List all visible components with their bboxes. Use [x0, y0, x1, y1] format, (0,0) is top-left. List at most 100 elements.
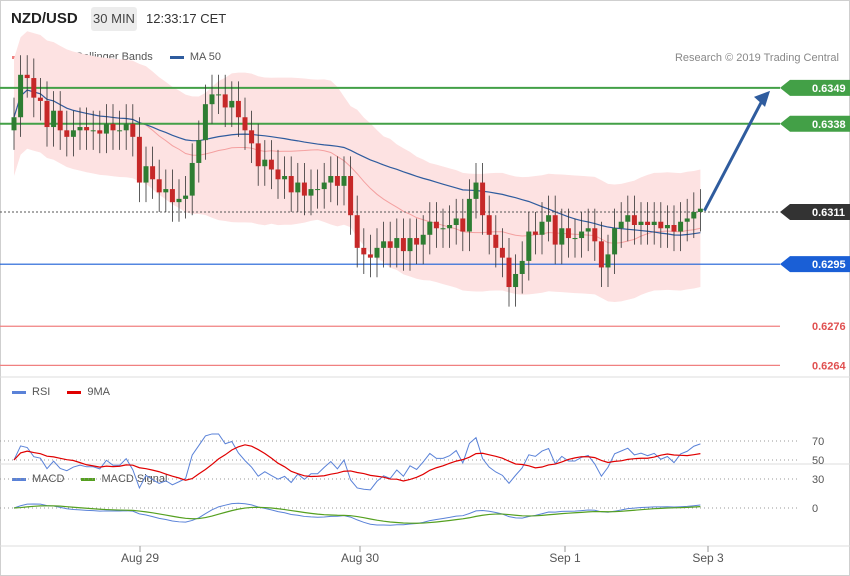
candle-body — [31, 78, 37, 98]
candle-body — [486, 215, 492, 235]
x-axis-label: Aug 29 — [121, 551, 159, 565]
rsi-legend-swatch — [12, 390, 26, 394]
candle-body — [196, 140, 202, 163]
candle-body — [321, 182, 327, 190]
candle-body — [110, 123, 116, 131]
candle-body — [301, 182, 307, 196]
candle-body — [572, 238, 578, 240]
candle-body — [77, 127, 83, 131]
candle-body — [638, 221, 644, 225]
rsi-ma-line — [13, 444, 701, 482]
candle-body — [169, 189, 175, 203]
symbol-label: NZD/USD — [11, 10, 78, 27]
candle-body — [684, 218, 690, 222]
candle-body — [539, 221, 545, 235]
candle-body — [354, 215, 360, 248]
candle-body — [440, 228, 446, 230]
chart-header: NZD/USD 30 MIN 12:33:17 CET — [0, 0, 850, 38]
macd-legend-swatch — [12, 477, 26, 481]
candle-body — [678, 221, 684, 232]
candle-body — [295, 182, 301, 193]
level-label: 0.6295 — [812, 259, 846, 271]
candle-body — [559, 228, 565, 245]
candle-body — [51, 110, 57, 128]
rsi-legend-label: RSI — [32, 386, 51, 398]
candle-body — [374, 247, 380, 258]
rsi-legend: RSI 9MA — [12, 386, 110, 398]
candle-body — [453, 218, 459, 225]
candle-body — [394, 238, 400, 248]
candle-body — [268, 159, 274, 170]
credit-label: Research © 2019 Trading Central — [674, 52, 839, 64]
candle-body — [249, 130, 255, 144]
candle-body — [592, 228, 598, 242]
timeframe-button[interactable]: 30 MIN — [91, 7, 137, 31]
candle-body — [697, 208, 703, 212]
candle-body — [216, 94, 222, 96]
candle-body — [367, 254, 373, 258]
candle-body — [209, 94, 215, 105]
ma50-legend-swatch — [169, 55, 184, 59]
ma50-legend-label: MA 50 — [189, 51, 222, 63]
candle-body — [631, 215, 637, 225]
candle-body — [275, 169, 281, 180]
candle-body — [90, 130, 96, 132]
candle-body — [229, 100, 235, 108]
candle-body — [493, 234, 499, 248]
candle-body — [341, 176, 347, 186]
candle-body — [658, 221, 664, 229]
rsi-tick-label: 70 — [812, 436, 824, 448]
candle-body — [143, 166, 149, 183]
candle-body — [328, 176, 334, 183]
candle-body — [565, 228, 571, 239]
candle-body — [189, 162, 195, 196]
x-axis-label: Sep 3 — [692, 551, 724, 565]
candle-body — [44, 100, 50, 128]
x-axis-label: Sep 1 — [549, 551, 581, 565]
candle-body — [447, 225, 453, 229]
macd-line — [13, 502, 701, 526]
candle-body — [183, 195, 189, 199]
candle-body — [420, 234, 426, 245]
candle-body — [605, 254, 611, 268]
candle-body — [97, 130, 103, 134]
forecast-arrow-head — [754, 90, 770, 107]
level-label: 0.6349 — [812, 83, 846, 95]
candle-body — [361, 247, 367, 255]
macd-signal-line — [13, 505, 701, 524]
candle-body — [315, 189, 321, 191]
level-tag-last — [780, 203, 850, 220]
candle-body — [387, 241, 393, 248]
candle-body — [414, 238, 420, 245]
candle-body — [202, 104, 208, 141]
candle-body — [288, 176, 294, 193]
candle-body — [176, 198, 182, 203]
candle-body — [651, 221, 657, 225]
candle-body — [163, 189, 169, 193]
level-tag-resistance — [780, 79, 850, 96]
candle-body — [242, 117, 248, 131]
candle-body — [262, 159, 268, 167]
candle-body — [150, 166, 156, 180]
candle-body — [598, 241, 604, 268]
candle-body — [130, 123, 136, 137]
forecast-arrow-shaft — [703, 100, 764, 212]
candle-body — [579, 231, 585, 239]
candle-body — [552, 215, 558, 245]
macd-signal-legend-label: MACD Signal — [101, 473, 168, 485]
rsi-ma-legend-label: 9MA — [87, 386, 111, 398]
candle-body — [480, 182, 486, 216]
candle-body — [664, 225, 670, 229]
candle-body — [519, 260, 525, 274]
candle-body — [618, 221, 624, 229]
rsi-tick-label: 50 — [812, 455, 824, 467]
candle-body — [585, 228, 591, 232]
candle-body — [645, 221, 651, 225]
candle-body — [70, 130, 76, 137]
candle-body — [671, 225, 677, 232]
candle-body — [334, 176, 340, 186]
candle-body — [64, 130, 70, 137]
candle-body — [532, 231, 538, 235]
candle-body — [381, 241, 387, 248]
